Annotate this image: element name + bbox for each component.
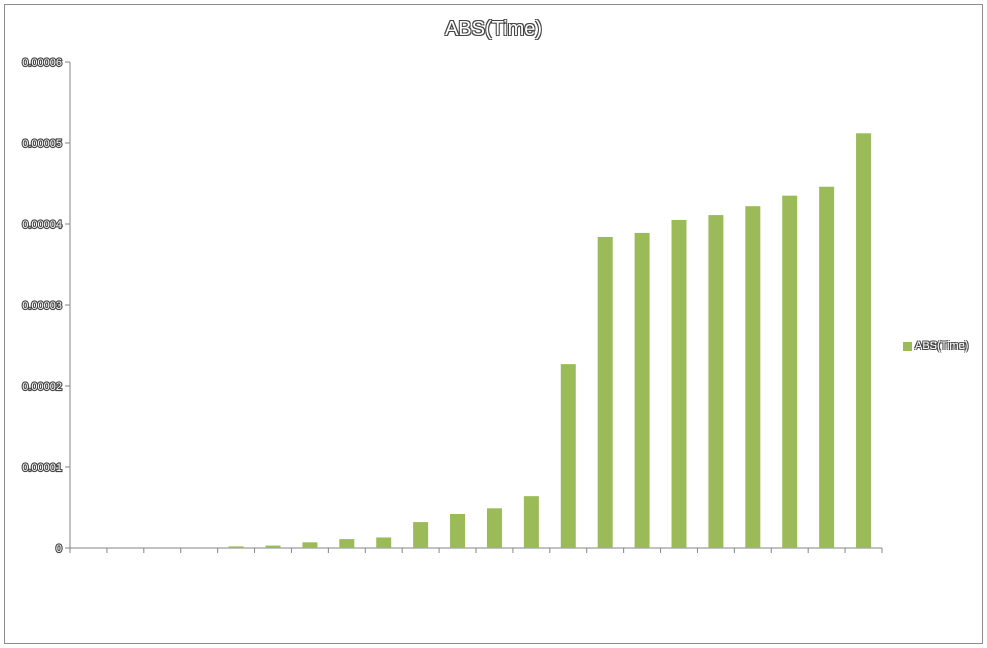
legend-label: ABS(Time) (915, 340, 969, 352)
bar (671, 219, 687, 548)
y-tick-label: 0.00006 (22, 57, 62, 69)
y-tick-label: 0.00001 (22, 462, 62, 474)
bar (745, 206, 761, 548)
bar (597, 236, 613, 548)
bar (708, 215, 724, 548)
bar (302, 542, 318, 548)
legend-swatch (903, 341, 912, 351)
bar (523, 496, 539, 548)
bar (413, 522, 429, 548)
bar (339, 539, 355, 548)
bar (856, 133, 872, 548)
bar (560, 364, 576, 548)
chart-title: ABS(Time) (444, 18, 543, 40)
bar (634, 232, 650, 548)
bar (376, 537, 392, 548)
y-tick-label: 0.00005 (22, 138, 62, 150)
bar (450, 513, 466, 548)
y-tick-label: 0 (56, 543, 62, 555)
bar (486, 508, 502, 548)
legend: ABS(Time) (903, 340, 968, 352)
bar (228, 546, 244, 548)
bar (819, 186, 835, 549)
bar (782, 195, 798, 548)
bar (265, 545, 281, 548)
y-tick-label: 0.00004 (22, 219, 62, 231)
y-tick-label: 0.00002 (22, 381, 62, 393)
y-tick-label: 0.00003 (22, 300, 62, 312)
